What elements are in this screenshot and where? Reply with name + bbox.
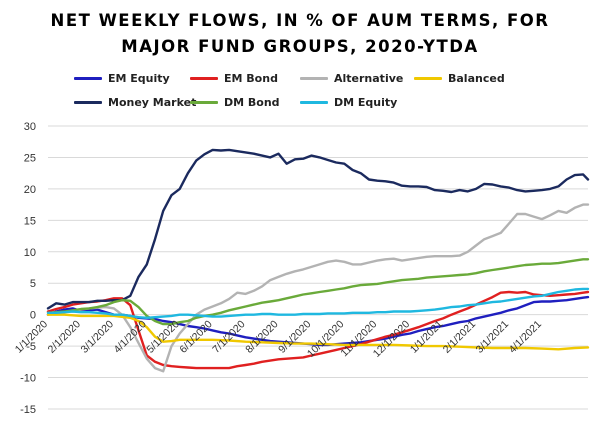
series-line-dm-bond (46, 258, 590, 326)
y-tick-label: 25 (24, 152, 36, 164)
chart-title-line-2: MAJOR FUND GROUPS, 2020-YTDA (121, 37, 479, 56)
y-tick-label: -10 (20, 373, 36, 385)
x-tick-label: 3/1/2020 (79, 318, 116, 355)
x-tick-label: 2/1/2021 (441, 318, 478, 355)
series-line-balanced (46, 313, 590, 351)
chart-title-line-1: NET WEEKLY FLOWS, IN % OF AUM TERMS, FOR (50, 11, 550, 30)
grid-layer (48, 125, 588, 410)
y-tick-label: 20 (24, 184, 36, 196)
y-tick-labels: -15 -10 -5 0 5 10 15 20 25 30 (20, 121, 36, 416)
x-tick-labels: 1/1/20202/1/20203/1/20204/1/20205/1/2020… (13, 318, 544, 360)
y-tick-label: 5 (30, 278, 36, 290)
series-line-em-bond (46, 290, 590, 370)
y-tick-label: 10 (24, 247, 36, 259)
x-tick-label: 3/1/2021 (474, 318, 511, 355)
series-layer (46, 148, 590, 373)
series-line-money-market (46, 148, 590, 310)
x-tick-label: 4/1/2021 (507, 318, 544, 355)
y-tick-label: 0 (30, 310, 36, 322)
series-line-dm-equity (46, 287, 590, 319)
chart-title: NET WEEKLY FLOWS, IN % OF AUM TERMS, FOR… (0, 8, 600, 60)
y-tick-label: 15 (24, 215, 36, 227)
y-tick-label: 30 (24, 121, 36, 133)
y-tick-label: -5 (26, 341, 36, 353)
x-tick-label: 2/1/2020 (46, 318, 83, 355)
series-line-alternative (46, 203, 590, 373)
y-tick-label: -15 (20, 404, 36, 416)
